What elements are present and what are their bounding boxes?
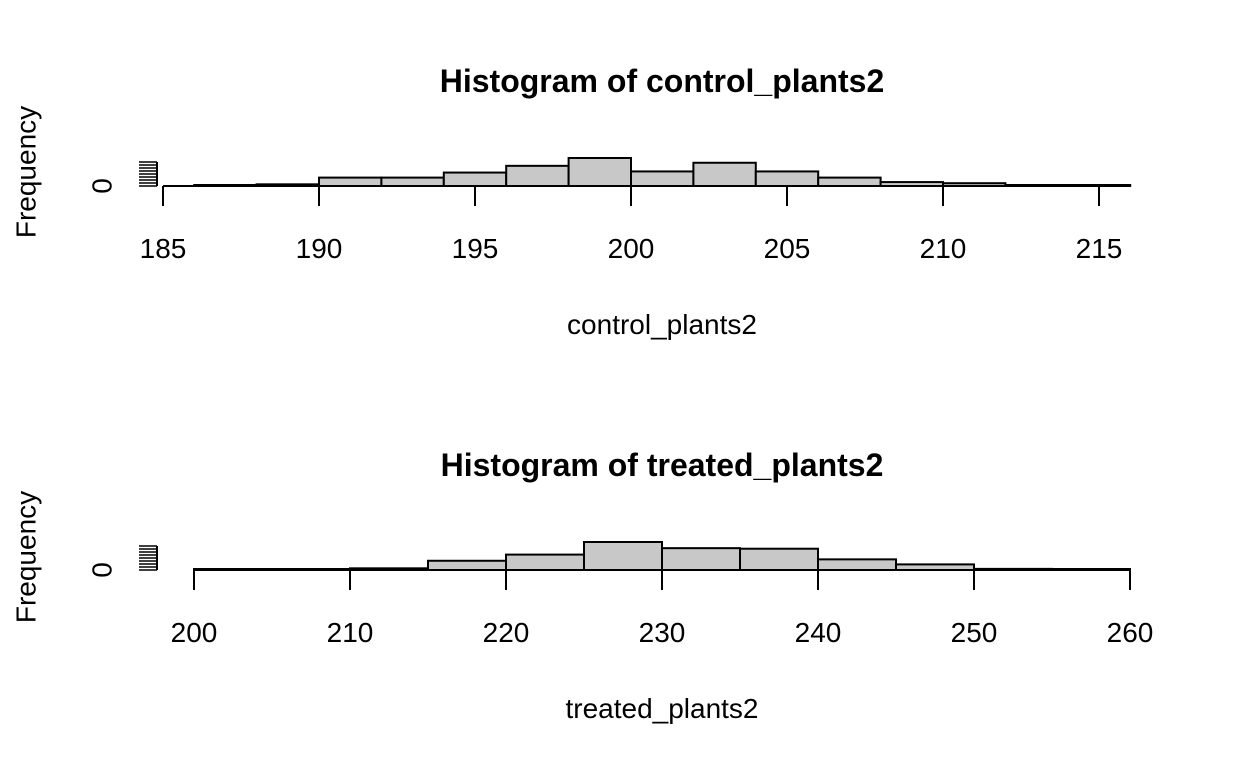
x-tick-label: 195 bbox=[452, 233, 499, 264]
histogram-bar bbox=[505, 553, 585, 571]
x-tick-label: 210 bbox=[920, 233, 967, 264]
histogram-bar bbox=[692, 161, 757, 187]
histogram-bar bbox=[318, 176, 383, 188]
x-tick-label: 200 bbox=[608, 233, 655, 264]
x-tick-label: 200 bbox=[171, 617, 218, 648]
chart-panel-1: Histogram of control_plants2 185 190 195 200… bbox=[10, 63, 1132, 340]
histogram-bar bbox=[583, 541, 663, 571]
x-tick-label: 250 bbox=[951, 617, 998, 648]
x-tick-label: 205 bbox=[764, 233, 811, 264]
chart-title: Histogram of control_plants2 bbox=[440, 63, 885, 99]
x-tick-label: 210 bbox=[327, 617, 374, 648]
histogram-bar bbox=[630, 170, 695, 188]
x-axis-label: control_plants2 bbox=[567, 309, 757, 340]
chart-panel-2: Histogram of treated_plants2 200 210 220 230… bbox=[10, 447, 1153, 724]
histogram-bar bbox=[380, 176, 445, 188]
y-tick-label: 0 bbox=[86, 178, 117, 194]
histogram-bar bbox=[505, 164, 570, 187]
y-axis-label: Frequency bbox=[10, 491, 41, 623]
x-tick-label: 215 bbox=[1076, 233, 1123, 264]
x-tick-label: 220 bbox=[483, 617, 530, 648]
chart-title: Histogram of treated_plants2 bbox=[441, 447, 884, 483]
histogram-bar bbox=[754, 170, 820, 188]
histogram-bar bbox=[817, 558, 897, 571]
histogram-bar bbox=[817, 176, 882, 188]
histogram-bar bbox=[427, 559, 507, 572]
histogram-bar bbox=[661, 547, 741, 571]
x-tick-label: 190 bbox=[296, 233, 343, 264]
y-axis-label: Frequency bbox=[10, 106, 41, 238]
x-tick-label: 230 bbox=[639, 617, 686, 648]
histogram-bar bbox=[442, 171, 508, 187]
x-tick-label: 260 bbox=[1107, 617, 1154, 648]
x-tick-label: 185 bbox=[140, 233, 187, 264]
y-tick-label: 0 bbox=[86, 562, 117, 578]
histogram-bar bbox=[567, 157, 632, 187]
histogram-bar bbox=[739, 547, 819, 571]
x-axis-label: treated_plants2 bbox=[565, 693, 758, 724]
x-tick-label: 240 bbox=[795, 617, 842, 648]
